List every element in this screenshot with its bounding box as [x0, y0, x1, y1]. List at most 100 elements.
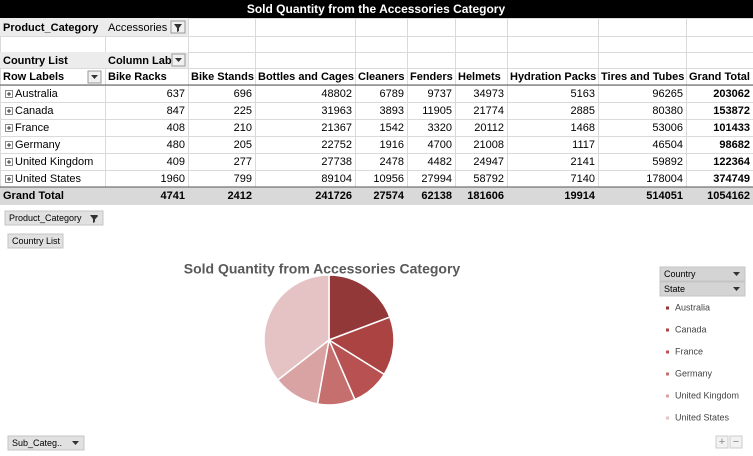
cell-value: 48802 — [321, 88, 352, 100]
row-label: United Kingdom — [15, 156, 93, 168]
cell-value: 122364 — [713, 156, 751, 168]
cell-value: 20112 — [474, 122, 504, 134]
filter-value: Accessories — [108, 22, 168, 34]
cell-value: 178004 — [646, 173, 683, 185]
dropdown-arrow — [72, 441, 79, 445]
pivot-chart: Product_Category Country List Sub_Categ.. C… — [4, 210, 746, 451]
grand-total-value: 241726 — [315, 190, 352, 202]
legend-label: United Kingdom — [675, 390, 739, 400]
cell-value: 1916 — [380, 139, 404, 151]
legend-swatch — [666, 394, 669, 398]
legend-field-button[interactable] — [659, 266, 746, 282]
cell-value: 4700 — [428, 139, 452, 151]
row-label: Germany — [15, 139, 61, 151]
grand-total-value: 4741 — [161, 190, 185, 202]
cell-value: 101433 — [713, 122, 750, 134]
legend-label: Germany — [675, 368, 713, 378]
dropdown-arrow — [91, 75, 98, 79]
expand-plus — [7, 92, 11, 96]
cell-value: 59892 — [652, 156, 683, 168]
row-header: Row Labels — [3, 71, 64, 83]
dropdown-arrow — [733, 287, 740, 291]
cell-value: 5163 — [571, 88, 595, 100]
cell-value: 11905 — [422, 105, 452, 117]
grand-total-value: 181606 — [467, 190, 504, 202]
cell-value: 34973 — [473, 88, 504, 100]
zoom-button[interactable] — [729, 435, 743, 449]
axis-field-button-label: Country List — [12, 236, 61, 246]
cell-value: 153872 — [713, 105, 750, 117]
cell-value: 2478 — [380, 156, 404, 168]
cell-value: 1468 — [571, 122, 595, 134]
column-header: Tires and Tubes — [601, 71, 684, 83]
cell-value: 4482 — [428, 156, 452, 168]
cell-value: 6789 — [380, 88, 404, 100]
cell-value: 80380 — [652, 105, 683, 117]
cell-value: 225 — [234, 105, 252, 117]
cell-value: 96265 — [652, 88, 683, 100]
column-header: Grand Total — [689, 71, 750, 83]
filter-icon — [90, 215, 98, 223]
cell-value: 205 — [234, 139, 252, 151]
legend-field-button[interactable] — [659, 281, 746, 297]
column-header: Bike Stands — [191, 71, 254, 83]
cell-value: 89104 — [321, 173, 352, 185]
cell-value: 374749 — [713, 173, 750, 185]
grand-total-value: 27574 — [373, 190, 404, 202]
legend-field-button-label: State — [664, 284, 685, 294]
row-label: United States — [15, 173, 82, 185]
category-field-button[interactable] — [7, 435, 85, 451]
grand-total-bg — [0, 187, 753, 204]
cell-value: 22752 — [321, 139, 352, 151]
legend-swatch — [666, 372, 669, 376]
column-header: Cleaners — [358, 71, 404, 83]
cell-value: 2141 — [571, 156, 595, 168]
cell-value: 21008 — [473, 139, 504, 151]
cell-value: 58792 — [473, 173, 504, 185]
zoom-button-label: + — [719, 436, 725, 448]
cell-value: 21774 — [473, 105, 504, 117]
grand-total-value: 62138 — [421, 190, 452, 202]
column-header: Fenders — [410, 71, 453, 83]
row-label: Australia — [15, 88, 59, 100]
cell-value: 3893 — [380, 105, 404, 117]
legend-swatch — [666, 350, 669, 354]
zoom-button[interactable] — [715, 435, 729, 449]
legend-label: Australia — [675, 302, 710, 312]
cell-value: 46504 — [652, 139, 683, 151]
category-field-button-label: Sub_Categ.. — [12, 438, 62, 448]
cell-value: 277 — [234, 156, 252, 168]
cell-value: 637 — [167, 88, 185, 100]
field-bg — [0, 52, 188, 68]
grand-total-label: Grand Total — [3, 190, 64, 202]
dropdown-arrow — [733, 272, 740, 276]
cell-value: 31963 — [321, 105, 352, 117]
row-label: France — [15, 122, 49, 134]
window-title: Sold Quantity from the Accessories Categ… — [247, 2, 506, 16]
cell-value: 1117 — [572, 139, 595, 151]
cell-value: 2885 — [571, 105, 595, 117]
cell-value: 480 — [167, 139, 185, 151]
expand-plus — [7, 177, 11, 181]
dropdown-arrow — [175, 58, 182, 62]
cell-value: 799 — [234, 173, 252, 185]
pie-slice — [327, 316, 395, 376]
legend-field-button-label: Country — [664, 269, 696, 279]
cell-value: 9737 — [428, 88, 452, 100]
filter-field-button[interactable] — [4, 210, 104, 226]
expand-plus — [7, 109, 11, 113]
pie-slice — [263, 274, 330, 382]
cell-value: 3320 — [428, 122, 452, 134]
title-bar — [0, 0, 753, 18]
pie-slice — [328, 274, 391, 342]
filter-field: Product_Category — [3, 22, 99, 34]
filter-field-button-label: Product_Category — [9, 213, 82, 223]
column-header: Hydration Packs — [510, 71, 596, 83]
cell-value: 10956 — [373, 173, 404, 185]
cell-value: 27994 — [421, 173, 452, 185]
cell-value: 21367 — [321, 122, 352, 134]
axis-field-button[interactable] — [7, 233, 64, 249]
cell-value: 1542 — [380, 122, 404, 134]
expand-plus — [7, 160, 11, 164]
